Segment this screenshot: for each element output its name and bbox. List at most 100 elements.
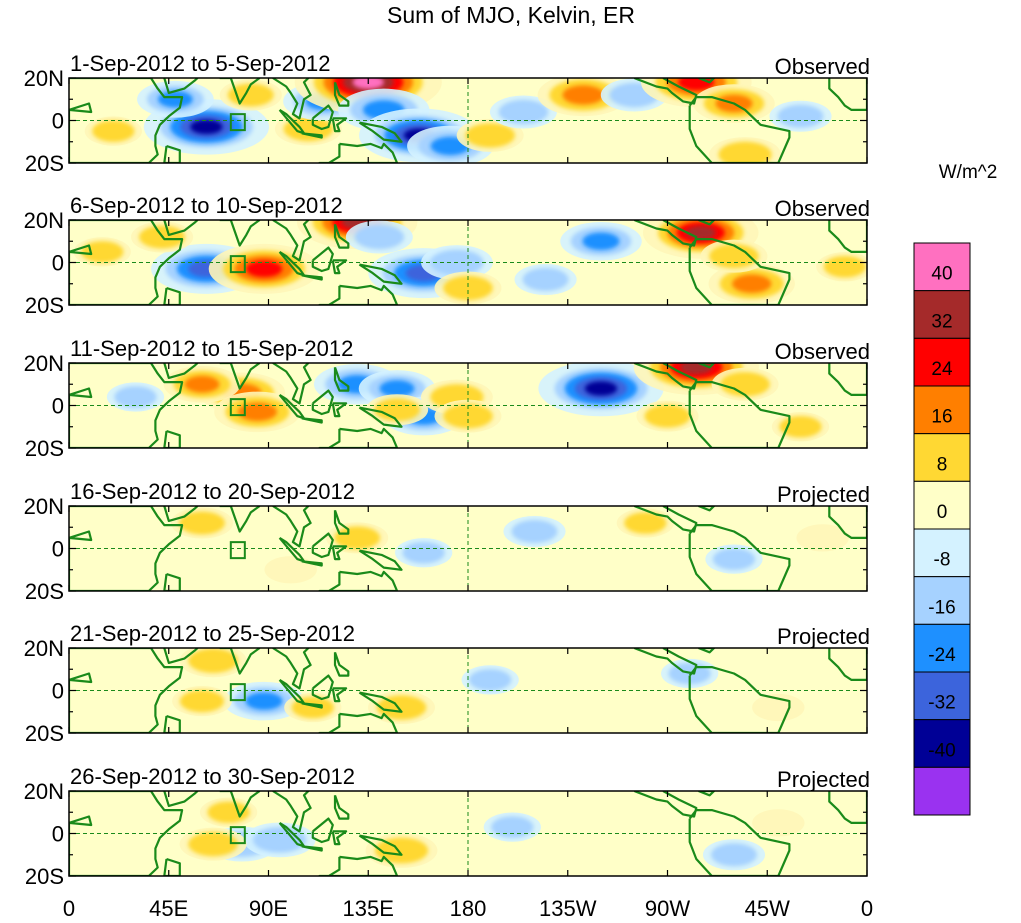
panel-status-label: Observed <box>775 54 870 79</box>
coastline <box>163 791 199 807</box>
coastline <box>331 259 348 275</box>
anomaly-contour <box>179 511 225 535</box>
coastline <box>698 791 716 797</box>
coastline <box>219 791 261 818</box>
coastline <box>311 674 334 701</box>
coastline <box>163 144 181 163</box>
coastline <box>633 363 698 390</box>
panel-period: 11-Sep-2012 to 15-Sep-2012 <box>70 336 353 361</box>
anomaly-halo <box>752 693 805 722</box>
coastline <box>331 687 348 703</box>
y-tick-label: 0 <box>52 251 64 276</box>
anomaly-contour <box>179 689 225 713</box>
coastline <box>272 220 312 262</box>
index-box <box>229 826 246 845</box>
y-tick-label: 20N <box>24 494 64 519</box>
coastlines <box>69 791 867 876</box>
anomaly-contour <box>207 801 250 824</box>
x-axis: 0 45E 90E 135E 180 135W 90W 45W 0 <box>63 896 873 921</box>
coastlines <box>69 78 867 163</box>
coastline <box>358 121 403 143</box>
anomaly-contour <box>468 669 512 691</box>
coastline <box>358 834 403 856</box>
coastline <box>278 250 306 277</box>
panel-period: 21-Sep-2012 to 25-Sep-2012 <box>70 621 355 646</box>
coastline <box>358 549 403 571</box>
coastline <box>278 536 306 563</box>
anomaly-contour <box>184 375 220 393</box>
panel-status-label: Projected <box>777 482 870 507</box>
index-box <box>229 113 246 132</box>
coastlines <box>69 648 867 733</box>
index-box <box>229 683 246 702</box>
x-tick-label: 45W <box>745 896 790 921</box>
index-box <box>229 255 246 274</box>
coastline <box>163 857 181 876</box>
coastline <box>301 560 323 567</box>
colorbar-swatch <box>913 385 971 435</box>
x-tick-label: 90E <box>249 896 288 921</box>
coastline <box>301 845 323 852</box>
colorbar-swatch <box>913 671 971 721</box>
anomaly-contour <box>81 241 124 263</box>
coastline <box>311 246 334 273</box>
anomaly-contour <box>465 123 515 148</box>
coastline <box>828 648 867 681</box>
y-tick-label: 20S <box>25 436 64 461</box>
x-tick-label: 0 <box>861 896 873 921</box>
anomaly-contour <box>644 404 691 428</box>
colorbar: W/m^2 40 32 24 16 8 0 -8 -16 -24 -32 -40 <box>913 162 997 816</box>
coastline <box>688 524 791 591</box>
anomaly-contour <box>709 243 759 269</box>
coastline <box>163 286 181 305</box>
panel-status-label: Projected <box>777 624 870 649</box>
panel-period: 26-Sep-2012 to 30-Sep-2012 <box>70 764 355 789</box>
coastlines <box>69 220 867 305</box>
anomaly-contour <box>584 381 618 396</box>
coastline <box>633 78 698 105</box>
coastline <box>688 238 791 305</box>
coastline <box>698 506 716 512</box>
coastline <box>69 791 184 876</box>
anomaly-contour <box>188 831 238 857</box>
anomaly-contour <box>511 520 558 543</box>
coastline <box>688 96 791 163</box>
coastline <box>333 509 350 535</box>
panel-period: 16-Sep-2012 to 20-Sep-2012 <box>70 479 355 504</box>
coastline <box>331 402 348 418</box>
y-tick-label: 20S <box>25 293 64 318</box>
colorbar-swatch <box>913 528 971 578</box>
coastline <box>163 572 181 591</box>
coastline <box>331 545 348 561</box>
coastline <box>358 691 403 713</box>
coastline <box>163 78 199 94</box>
coastline <box>69 363 184 448</box>
coastline <box>272 78 312 120</box>
coastline <box>333 366 350 392</box>
coastline <box>828 363 867 396</box>
coastline <box>333 81 350 107</box>
colorbar-tick-label: 8 <box>937 454 948 475</box>
y-tick-label: 20N <box>24 208 64 233</box>
coastline <box>318 712 399 733</box>
anomaly-contour <box>712 548 756 570</box>
colorbar-tick-label: -24 <box>928 645 956 666</box>
coastline <box>698 220 716 226</box>
colorbar-swatch <box>913 290 971 339</box>
coastline <box>633 648 698 675</box>
anomaly-contour <box>562 85 605 105</box>
coastline <box>311 817 334 844</box>
colorbar-tick-label: -8 <box>934 550 951 571</box>
coastline <box>69 78 184 163</box>
y-tick-label: 0 <box>52 679 64 704</box>
x-tick-label: 135E <box>343 896 394 921</box>
coastline <box>828 506 867 539</box>
coastline <box>828 78 867 111</box>
panel-status-label: Observed <box>775 339 870 364</box>
colorbar-tick-label: 40 <box>931 264 952 285</box>
coastline <box>219 363 261 390</box>
x-tick-label: 90W <box>645 896 690 921</box>
coastlines <box>69 363 867 448</box>
coastline <box>219 78 261 105</box>
